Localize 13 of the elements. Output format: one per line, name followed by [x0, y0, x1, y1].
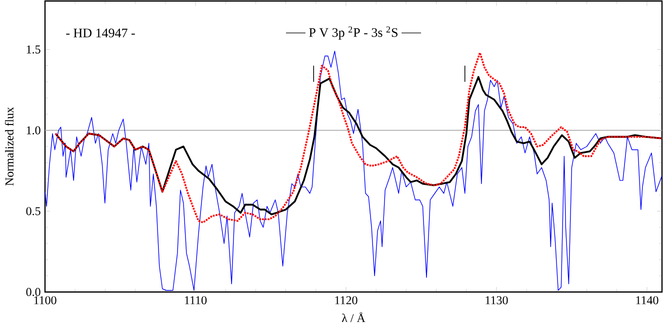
- annotation: - HD 14947 -: [66, 28, 135, 38]
- x-tick-label: 1100: [34, 296, 56, 304]
- y-tick-label: 0.5: [26, 207, 40, 216]
- x-tick-label: 1120: [335, 296, 358, 304]
- y-axis-title: Normalized flux: [4, 107, 14, 186]
- x-tick-label: 1130: [486, 296, 508, 304]
- x-tick-label: 1110: [185, 296, 207, 304]
- y-tick-label: 1.5: [26, 45, 40, 54]
- x-axis-title: λ / Å: [342, 312, 366, 322]
- x-tick-label: 1140: [636, 296, 658, 304]
- y-tick-label: 1.0: [26, 126, 40, 134]
- y-tick-label: 0.0: [26, 288, 40, 296]
- annotation: P V 3p $^{2}$P - 3s $^{2}$S: [309, 26, 398, 40]
